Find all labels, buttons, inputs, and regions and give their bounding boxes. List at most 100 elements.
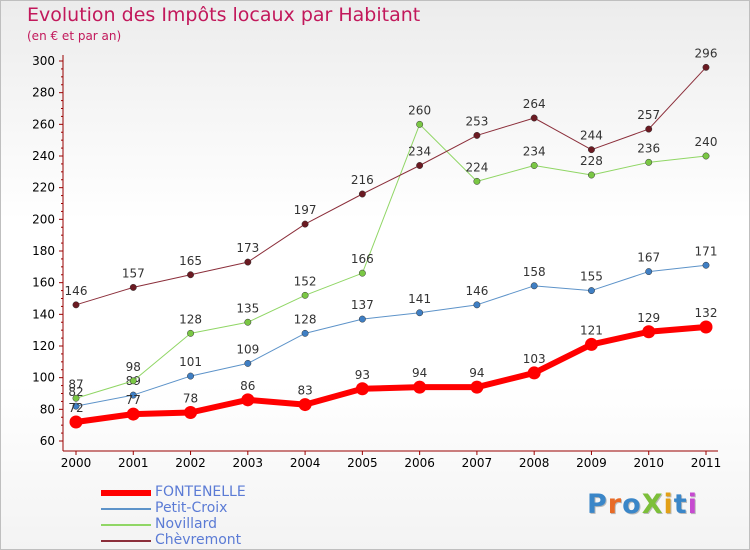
series-line-fontenelle (75, 324, 707, 425)
data-label: 109 (236, 342, 259, 356)
data-label: 216 (351, 173, 374, 187)
data-label: 128 (294, 312, 317, 326)
data-point (588, 287, 595, 295)
data-label: 253 (465, 114, 488, 128)
data-label: 167 (637, 251, 660, 265)
data-point (187, 271, 194, 279)
x-tick-label: 2004 (290, 456, 321, 470)
data-point (473, 177, 481, 185)
legend-label: Novillard (155, 516, 217, 532)
data-label: 135 (236, 301, 259, 315)
data-label: 236 (637, 141, 660, 155)
data-label: 165 (179, 254, 202, 268)
data-point (301, 329, 309, 337)
data-point (298, 398, 312, 412)
data-label: 197 (294, 203, 317, 217)
y-tick-label: 220 (32, 181, 55, 195)
data-point (187, 329, 194, 337)
data-point (702, 152, 710, 160)
data-label: 78 (183, 392, 198, 406)
data-label: 240 (695, 135, 718, 149)
y-tick-label: 240 (32, 149, 55, 163)
data-point (530, 114, 538, 122)
data-point (244, 258, 252, 266)
y-tick-label: 140 (32, 307, 55, 321)
data-point (129, 391, 137, 399)
data-label: 94 (469, 366, 484, 380)
data-label: 260 (408, 103, 431, 117)
page-subtitle: (en € et par an) (27, 29, 122, 43)
data-label: 86 (240, 379, 255, 393)
data-point (470, 380, 484, 394)
data-point (413, 380, 427, 394)
data-label: 166 (351, 252, 374, 266)
y-tick-label: 160 (32, 276, 55, 290)
data-point (645, 158, 653, 166)
data-label: 128 (179, 312, 202, 326)
legend-label: FONTENELLE (155, 484, 246, 500)
x-tick-label: 2005 (347, 456, 378, 470)
data-label: 103 (523, 352, 546, 366)
y-tick-label: 80 (40, 402, 55, 416)
data-point (126, 407, 140, 421)
x-tick-label: 2009 (576, 456, 607, 470)
data-label: 173 (236, 241, 259, 255)
y-tick-label: 200 (32, 212, 55, 226)
data-point (702, 261, 710, 269)
y-tick-label: 280 (32, 86, 55, 100)
x-tick-label: 2007 (462, 456, 493, 470)
data-label: 146 (465, 284, 488, 298)
data-label: 83 (297, 384, 312, 398)
data-point (584, 337, 598, 351)
y-tick-label: 300 (32, 54, 55, 68)
data-label: 82 (68, 385, 83, 399)
data-label: 93 (355, 368, 370, 382)
data-label: 296 (695, 46, 718, 60)
data-label: 158 (523, 265, 546, 279)
x-tick-label: 2001 (118, 456, 149, 470)
data-point (416, 120, 424, 128)
proxiti-logo: ProXiti (587, 489, 698, 520)
x-tick-label: 2002 (175, 456, 206, 470)
data-point (416, 309, 424, 317)
data-label: 98 (126, 360, 141, 374)
data-label: 146 (65, 284, 88, 298)
data-point (642, 325, 656, 339)
data-point (530, 282, 538, 290)
x-tick-label: 2010 (633, 456, 664, 470)
data-point (72, 301, 80, 309)
data-label: 264 (523, 97, 546, 111)
x-tick-label: 2003 (233, 456, 264, 470)
data-point (301, 291, 309, 299)
y-tick-label: 180 (32, 244, 55, 258)
data-label: 171 (695, 244, 718, 258)
data-point (244, 318, 252, 326)
data-point (129, 377, 137, 385)
data-label: 141 (408, 292, 431, 306)
data-label: 121 (580, 323, 603, 337)
data-point (588, 146, 595, 154)
data-point (699, 320, 713, 334)
data-point (301, 220, 309, 228)
series-line-novillard (75, 123, 707, 399)
data-point (244, 359, 252, 367)
data-label: 132 (695, 306, 718, 320)
data-point (355, 382, 369, 396)
data-point (187, 372, 194, 380)
data-label: 244 (580, 129, 603, 143)
data-label: 228 (580, 154, 603, 168)
data-point (473, 301, 481, 309)
data-label: 234 (523, 145, 546, 159)
data-point (69, 415, 83, 429)
data-point (72, 402, 80, 410)
x-tick-label: 2008 (519, 456, 550, 470)
data-point (184, 406, 198, 419)
data-point (473, 131, 481, 139)
data-label: 87 (68, 377, 83, 391)
data-point (72, 394, 80, 402)
data-label: 77 (126, 393, 141, 407)
data-point (358, 269, 366, 277)
data-point (241, 393, 255, 407)
